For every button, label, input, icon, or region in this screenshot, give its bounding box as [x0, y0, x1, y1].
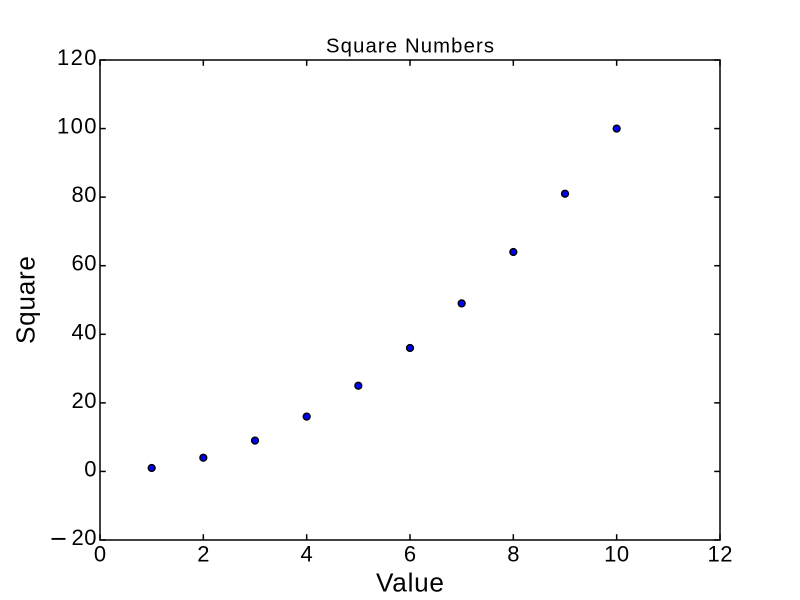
svg-text:8: 8 [507, 541, 519, 566]
svg-text:0: 0 [84, 456, 96, 481]
svg-text:Value: Value [376, 568, 444, 598]
svg-text:80: 80 [72, 182, 97, 207]
svg-text:120: 120 [57, 45, 97, 70]
svg-text:0: 0 [94, 541, 106, 566]
svg-text:12: 12 [708, 541, 733, 566]
svg-text:Square Numbers: Square Numbers [326, 36, 494, 58]
svg-text:Square: Square [11, 256, 41, 344]
svg-text:40: 40 [72, 319, 97, 344]
svg-text:10: 10 [604, 541, 629, 566]
svg-text:6: 6 [404, 541, 416, 566]
svg-text:20: 20 [72, 388, 97, 413]
svg-text:60: 60 [72, 251, 97, 276]
svg-text:4: 4 [301, 541, 313, 566]
svg-text:20: 20 [72, 525, 97, 550]
svg-text:100: 100 [57, 114, 97, 139]
svg-text:2: 2 [197, 541, 209, 566]
